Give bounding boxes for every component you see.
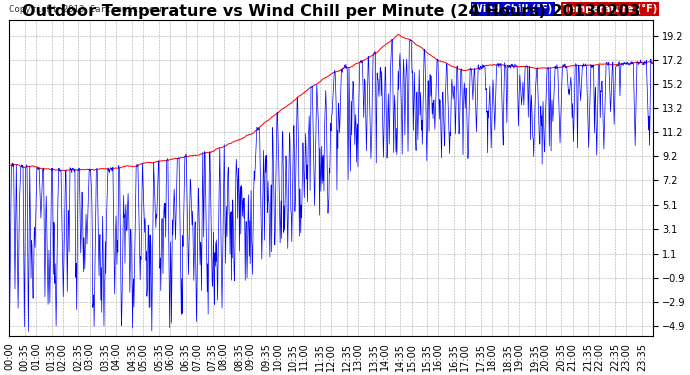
Text: Temperature (°F): Temperature (°F) — [562, 4, 657, 14]
Text: Wind Chill (°F): Wind Chill (°F) — [473, 4, 553, 14]
Title: Outdoor Temperature vs Wind Chill per Minute (24 Hours) 20130203: Outdoor Temperature vs Wind Chill per Mi… — [21, 4, 640, 19]
Text: Copyright 2013 Cartronics.com: Copyright 2013 Cartronics.com — [9, 5, 165, 14]
